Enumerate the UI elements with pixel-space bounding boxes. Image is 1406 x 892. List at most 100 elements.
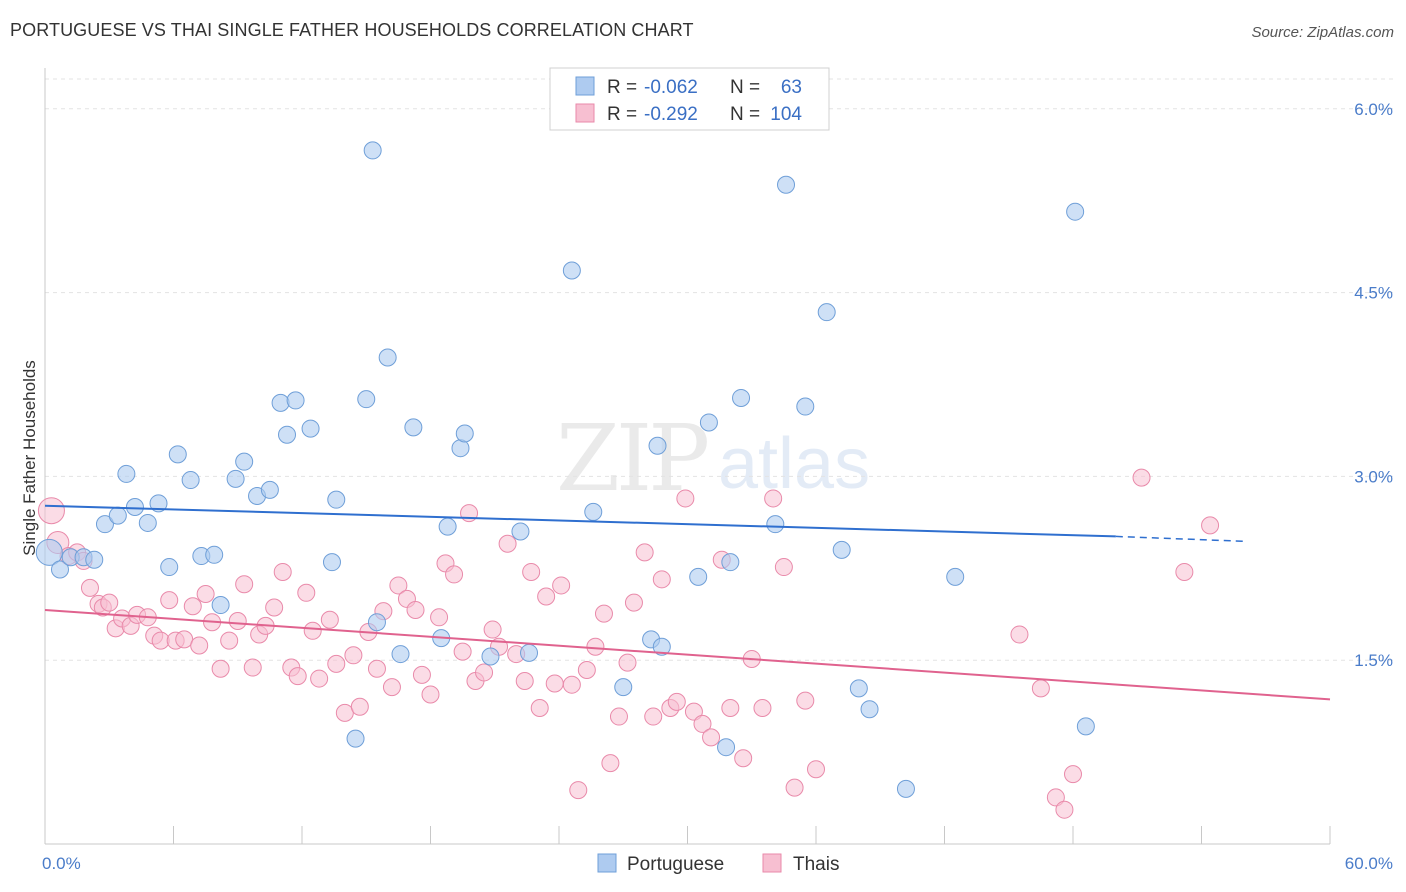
- thais-point: [586, 637, 605, 656]
- portuguese-points: [35, 141, 1095, 798]
- thais-point: [1046, 788, 1065, 807]
- portuguese-trend-extension: [1115, 535, 1245, 543]
- thais-point: [785, 778, 804, 797]
- thais-point: [676, 489, 695, 508]
- portuguese-point: [117, 464, 136, 483]
- thais-point: [273, 562, 292, 581]
- thais-point: [196, 585, 215, 604]
- thais-point: [545, 674, 564, 693]
- series-legend-swatch-thais: [762, 853, 782, 873]
- thais-point: [652, 570, 671, 589]
- portuguese-point: [327, 490, 346, 509]
- thais-point: [594, 604, 613, 623]
- thais-point: [406, 600, 425, 619]
- thais-point: [635, 543, 654, 562]
- watermark-atlas: atlas: [718, 424, 870, 504]
- portuguese-point: [181, 471, 200, 490]
- thais-point: [515, 672, 534, 691]
- portuguese-point: [717, 738, 736, 757]
- y-tick-labels: 1.5% 3.0% 4.5% 6.0%: [1354, 100, 1393, 670]
- thais-point: [537, 587, 556, 606]
- portuguese-point: [278, 425, 297, 444]
- portuguese-trend-line: [44, 504, 1116, 538]
- thais-point: [577, 660, 596, 679]
- legend-n-label-portuguese: N =: [730, 77, 760, 98]
- thais-point: [1064, 765, 1082, 784]
- thais-point: [100, 593, 119, 612]
- chart-title: PORTUGUESE VS THAI SINGLE FATHER HOUSEHO…: [10, 20, 694, 40]
- thais-point: [1055, 800, 1074, 819]
- portuguese-point: [168, 445, 187, 464]
- portuguese-point: [896, 779, 915, 798]
- portuguese-point: [357, 390, 376, 409]
- portuguese-point: [699, 413, 718, 432]
- portuguese-point: [363, 141, 382, 160]
- legend-n-value-portuguese: 63: [781, 77, 802, 98]
- portuguese-point: [648, 436, 667, 455]
- portuguese-point: [95, 515, 114, 534]
- thais-point: [796, 691, 815, 710]
- stats-legend: R = -0.062 N = 63 R = -0.292 N = 104: [549, 67, 830, 131]
- y-tick-label: 3.0%: [1354, 467, 1393, 486]
- legend-r-value-portuguese: -0.062: [644, 77, 698, 98]
- thais-point: [721, 698, 740, 717]
- thais-point: [190, 636, 209, 655]
- portuguese-point: [50, 560, 69, 579]
- thais-point: [37, 497, 65, 525]
- thais-point: [764, 489, 783, 508]
- source-credit: Source: ZipAtlas.com: [1251, 24, 1394, 41]
- portuguese-point: [584, 502, 603, 521]
- portuguese-point: [796, 397, 815, 416]
- thais-point: [693, 714, 712, 733]
- thais-point: [412, 665, 431, 684]
- stats-legend-box: [549, 67, 830, 131]
- thais-point: [644, 707, 663, 726]
- thais-point: [430, 608, 449, 627]
- portuguese-point: [346, 729, 365, 748]
- portuguese-point: [260, 480, 279, 499]
- portuguese-point: [777, 175, 796, 194]
- thais-point: [498, 534, 517, 553]
- portuguese-point: [271, 393, 290, 412]
- thais-point: [667, 692, 686, 711]
- portuguese-point: [455, 424, 474, 443]
- portuguese-point: [732, 388, 751, 407]
- portuguese-point: [946, 567, 965, 586]
- thais-point: [609, 707, 628, 726]
- portuguese-point: [108, 506, 127, 525]
- portuguese-point: [367, 613, 386, 632]
- x-tick-labels: 0.0% 60.0%: [42, 854, 1393, 873]
- thais-point: [335, 703, 354, 722]
- series-legend-label-portuguese: Portuguese: [627, 854, 724, 875]
- thais-point: [1031, 679, 1050, 698]
- portuguese-point: [1076, 717, 1095, 736]
- thais-point: [235, 575, 254, 594]
- portuguese-point: [689, 567, 708, 586]
- axes: [44, 68, 1331, 845]
- thais-point: [445, 565, 464, 584]
- thais-point: [475, 663, 494, 682]
- thais-point: [228, 611, 247, 630]
- portuguese-point: [35, 538, 63, 566]
- portuguese-point: [562, 261, 581, 280]
- y-tick-label: 4.5%: [1354, 284, 1393, 303]
- thais-point: [483, 620, 502, 639]
- portuguese-point: [1066, 202, 1085, 221]
- portuguese-point: [301, 419, 320, 438]
- portuguese-point: [652, 637, 671, 656]
- portuguese-point: [520, 643, 539, 662]
- thais-point: [1010, 625, 1029, 644]
- thais-point: [807, 760, 825, 779]
- y-tick-label: 1.5%: [1354, 651, 1393, 670]
- legend-r-value-thais: -0.292: [644, 104, 698, 125]
- thais-point: [367, 659, 386, 678]
- thais-point: [702, 728, 721, 747]
- portuguese-point: [205, 545, 224, 564]
- thais-point: [453, 642, 472, 661]
- thais-point: [151, 631, 170, 650]
- thais-point: [243, 658, 262, 677]
- thais-point: [1201, 516, 1220, 535]
- portuguese-point: [766, 515, 785, 534]
- legend-swatch-thais: [575, 103, 595, 123]
